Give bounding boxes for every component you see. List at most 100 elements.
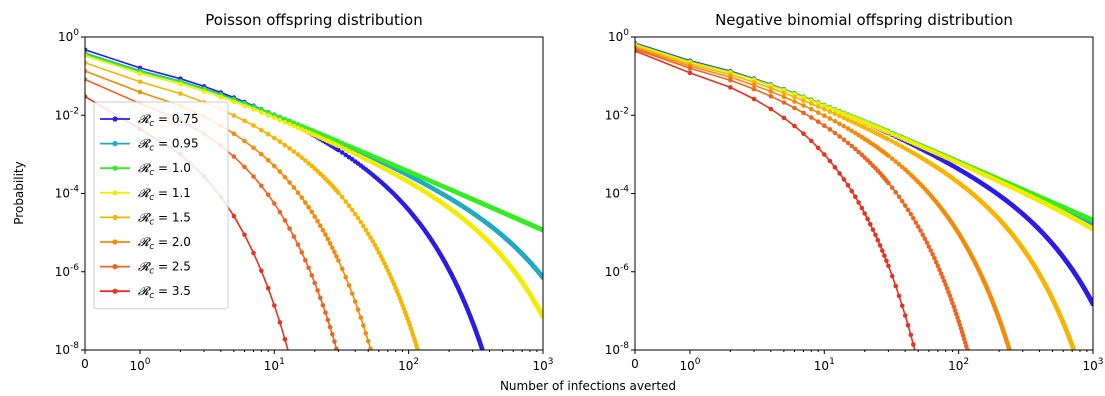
- x-tick-label: 0: [81, 357, 89, 371]
- data-point: [303, 158, 308, 163]
- y-tick-label: 10-8: [605, 341, 630, 357]
- data-point: [306, 161, 311, 166]
- data-point: [295, 152, 301, 157]
- data-point: [259, 183, 264, 189]
- tick-base: 10: [55, 108, 70, 122]
- data-point: [251, 250, 256, 256]
- data-point: [231, 131, 237, 136]
- data-point: [920, 232, 925, 237]
- data-point: [902, 203, 908, 208]
- data-point: [849, 188, 854, 194]
- data-point: [815, 145, 821, 151]
- legend-label: 𝓡c = 1.0: [138, 161, 191, 178]
- data-point: [480, 348, 485, 350]
- tick-base: 10: [679, 359, 694, 373]
- data-point: [781, 90, 787, 96]
- legend-subscript: c: [149, 193, 154, 203]
- data-point: [358, 219, 364, 225]
- data-point: [915, 224, 921, 229]
- data-point: [728, 85, 733, 90]
- x-tick-label: 0: [631, 357, 639, 371]
- data-point: [85, 68, 88, 74]
- data-point: [251, 145, 256, 151]
- data-point: [272, 163, 277, 169]
- data-point: [336, 354, 341, 359]
- y-tick-label: 10-2: [55, 106, 79, 122]
- data-point: [355, 307, 361, 312]
- data-point: [918, 228, 923, 233]
- data-point: [349, 291, 355, 296]
- x-axis-label: Number of infections averted: [500, 379, 676, 393]
- data-point: [346, 283, 352, 288]
- data-point: [792, 99, 797, 104]
- data-point: [822, 123, 827, 128]
- data-point: [287, 226, 292, 231]
- tick-base: 10: [605, 343, 620, 357]
- data-point: [884, 258, 889, 264]
- data-point: [352, 299, 358, 304]
- data-point: [295, 125, 301, 131]
- data-point: [251, 107, 256, 112]
- series-line: [635, 48, 969, 350]
- data-point: [295, 242, 301, 247]
- data-point: [822, 107, 827, 112]
- legend-label: 𝓡c = 0.75: [138, 112, 199, 129]
- series-r-2-5: [635, 46, 970, 350]
- data-point: [832, 111, 838, 117]
- series-r-0-75: [635, 40, 1093, 307]
- data-point: [781, 115, 787, 121]
- legend-value: = 1.5: [154, 210, 191, 224]
- legend-symbol: 𝓡: [138, 235, 152, 249]
- data-point: [137, 79, 143, 85]
- tick-exponent: -6: [70, 263, 79, 273]
- data-point: [801, 98, 806, 103]
- tick-exponent: 0: [145, 357, 151, 367]
- data-point: [365, 338, 371, 344]
- data-point: [815, 104, 821, 109]
- data-point: [383, 264, 389, 270]
- legend-subscript: c: [149, 168, 154, 178]
- data-point: [231, 213, 237, 219]
- data-point: [299, 155, 305, 160]
- data-point: [242, 138, 247, 144]
- data-point: [889, 273, 895, 279]
- data-point: [837, 109, 842, 115]
- plot-area: [635, 40, 1093, 350]
- data-point: [339, 140, 345, 146]
- legend-label: 𝓡c = 1.1: [138, 186, 191, 203]
- data-point: [334, 253, 339, 259]
- legend-symbol: 𝓡: [138, 260, 152, 274]
- data-point: [827, 158, 833, 164]
- data-point: [315, 288, 320, 293]
- legend-symbol: 𝓡: [138, 161, 152, 175]
- data-point: [306, 265, 311, 271]
- data-point: [352, 211, 358, 217]
- data-point: [346, 203, 352, 208]
- data-point: [832, 130, 838, 136]
- data-point: [380, 257, 385, 263]
- data-point: [339, 194, 345, 200]
- plot-area: [85, 47, 543, 359]
- data-point: [781, 94, 787, 100]
- data-point: [385, 268, 391, 273]
- data-point: [320, 227, 326, 233]
- data-point: [792, 105, 797, 111]
- data-point: [372, 242, 378, 248]
- data-point: [1007, 348, 1012, 350]
- legend-symbol: 𝓡: [138, 137, 152, 151]
- panel-poisson: Poisson offspring distribution Probabili…: [12, 11, 554, 373]
- data-point: [277, 209, 283, 215]
- data-point: [837, 171, 842, 176]
- data-point: [856, 200, 861, 205]
- data-point: [911, 342, 916, 347]
- data-point: [868, 222, 873, 227]
- x-tick-label: 102: [398, 357, 419, 373]
- panel-title: Negative binomial offspring distribution: [715, 11, 1013, 29]
- legend-value: = 1.1: [154, 186, 191, 200]
- legend-label: 𝓡c = 1.5: [138, 210, 191, 227]
- data-point: [809, 138, 814, 144]
- data-point: [272, 115, 277, 121]
- legend-item: 𝓡c = 2.5: [100, 260, 191, 277]
- data-point: [822, 113, 827, 118]
